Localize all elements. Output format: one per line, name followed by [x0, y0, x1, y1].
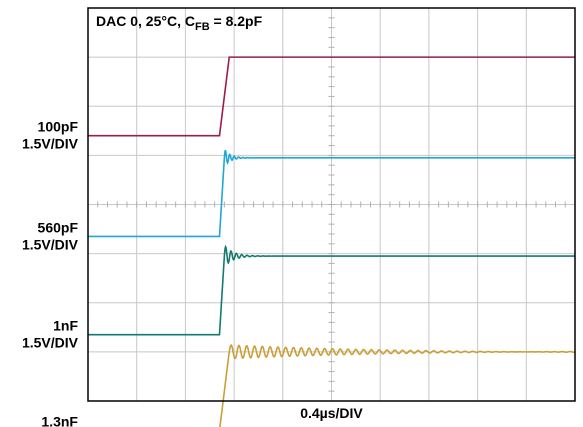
- trace-560pf: [88, 149, 575, 238]
- trace-label-name: 1nF: [53, 318, 78, 334]
- chart-title: DAC 0, 25°C, CFB = 8.2pF: [96, 13, 263, 33]
- trace-label-scale: 1.5V/DIV: [22, 236, 79, 252]
- x-axis-label: 0.4µs/DIV: [300, 405, 363, 421]
- trace-1-3nf: [91, 344, 576, 427]
- trace-labels: 100pF1.5V/DIV560pF1.5V/DIV1nF1.5V/DIV1.3…: [22, 119, 79, 427]
- plot-frame: [87, 7, 576, 402]
- chart-grid: [87, 7, 576, 402]
- trace-100pf: [88, 56, 575, 137]
- trace-label-name: 560pF: [38, 219, 79, 235]
- trace-label-scale: 1.5V/DIV: [22, 136, 79, 152]
- trace-label-name: 1.3nF: [41, 413, 78, 427]
- chart-traces: [88, 56, 576, 427]
- trace-label-name: 100pF: [38, 119, 79, 135]
- trace-label-scale: 1.5V/DIV: [22, 335, 79, 351]
- trace-1nf: [88, 244, 575, 336]
